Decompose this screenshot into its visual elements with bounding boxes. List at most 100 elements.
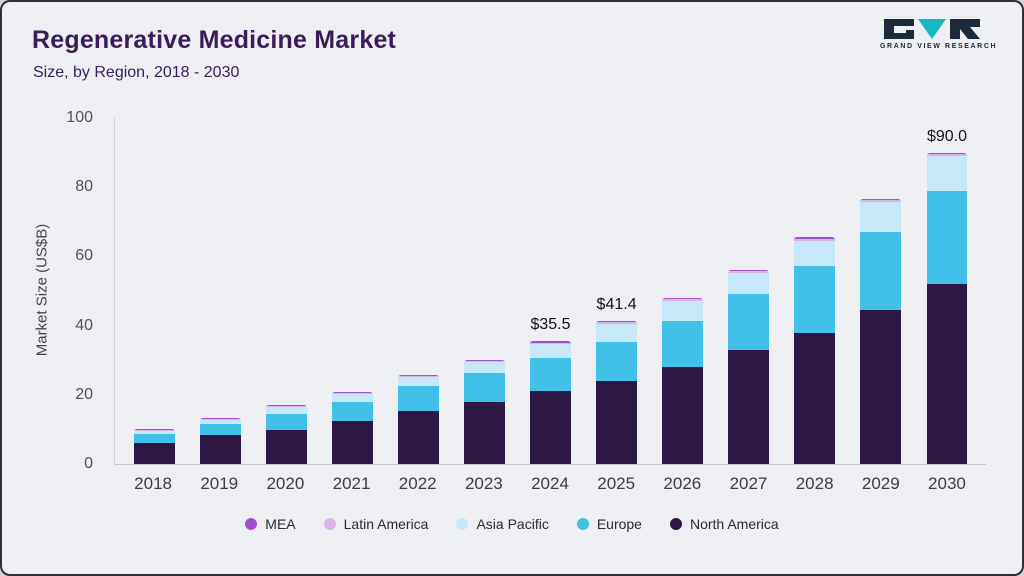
bar-segment-asia-pacific[interactable]: [463, 361, 505, 373]
stacked-bar-2027[interactable]: [728, 269, 770, 464]
bar-column-2018: [121, 118, 187, 464]
bar-segment-europe[interactable]: [794, 266, 836, 333]
bar-segment-latin-america[interactable]: [265, 405, 307, 407]
x-axis-label: 2022: [398, 474, 437, 493]
bar-column-2021: [319, 118, 385, 464]
bar-segment-asia-pacific[interactable]: [860, 202, 902, 232]
bar-segment-mea[interactable]: [530, 341, 571, 343]
bar-segment-europe[interactable]: [860, 231, 902, 311]
bar-segment-asia-pacific[interactable]: [794, 240, 836, 267]
bar-segment-north-america[interactable]: [133, 443, 175, 464]
stacked-bar-2018[interactable]: [133, 429, 175, 464]
bar-segment-latin-america[interactable]: [860, 200, 902, 203]
stacked-bar-2026[interactable]: [662, 297, 704, 464]
bar-column-2025: $41.4: [584, 118, 650, 464]
bar-segment-asia-pacific[interactable]: [199, 420, 241, 425]
bar-segment-mea[interactable]: [794, 237, 836, 239]
bar-segment-latin-america[interactable]: [331, 392, 373, 394]
bar-segment-mea[interactable]: [265, 404, 307, 406]
bar-segment-europe[interactable]: [463, 372, 505, 402]
bar-segment-mea[interactable]: [860, 198, 902, 201]
x-axis-label: 2028: [795, 474, 834, 493]
legend-dot-icon: [245, 518, 258, 530]
bar-segment-asia-pacific[interactable]: [530, 344, 571, 359]
bar-segment-latin-america[interactable]: [397, 376, 439, 378]
bar-segment-latin-america[interactable]: [530, 342, 571, 345]
bar-segment-europe[interactable]: [397, 386, 439, 411]
bar-segment-north-america[interactable]: [331, 420, 373, 464]
stacked-bar-2029[interactable]: [860, 198, 902, 464]
x-axis-label: 2024: [531, 474, 569, 493]
bar-segment-latin-america[interactable]: [926, 154, 968, 157]
stacked-bar-2028[interactable]: [794, 237, 836, 464]
bar-segment-north-america[interactable]: [728, 349, 770, 464]
bar-segment-north-america[interactable]: [860, 310, 902, 464]
legend-label: North America: [689, 516, 779, 532]
bar-segment-asia-pacific[interactable]: [926, 156, 968, 191]
gvr-logo-icon: [880, 18, 984, 40]
legend-item-mea[interactable]: MEA: [245, 516, 296, 532]
bar-segment-latin-america[interactable]: [794, 238, 836, 241]
bar-segment-latin-america[interactable]: [463, 360, 505, 362]
bar-segment-mea[interactable]: [926, 152, 968, 154]
bar-segment-europe[interactable]: [331, 401, 373, 421]
bar-segment-mea[interactable]: [596, 320, 638, 323]
bar-segment-asia-pacific[interactable]: [265, 406, 307, 414]
bar-column-2022: [385, 118, 451, 464]
bar-segment-asia-pacific[interactable]: [728, 273, 770, 295]
bar-segment-latin-america[interactable]: [596, 322, 638, 325]
bar-segment-mea[interactable]: [662, 297, 704, 300]
bar-segment-north-america[interactable]: [662, 367, 704, 464]
bar-segment-north-america[interactable]: [463, 401, 505, 464]
bar-total-label: $41.4: [596, 295, 637, 313]
bar-segment-mea[interactable]: [199, 418, 241, 420]
stacked-bar-2023[interactable]: [463, 359, 505, 464]
bar-segment-asia-pacific[interactable]: [397, 377, 439, 387]
bar-segment-north-america[interactable]: [199, 435, 241, 464]
stacked-bar-2025[interactable]: [596, 320, 638, 464]
bar-segment-europe[interactable]: [133, 434, 175, 444]
bar-segment-asia-pacific[interactable]: [596, 324, 638, 342]
bar-segment-north-america[interactable]: [265, 429, 307, 464]
bar-segment-mea[interactable]: [331, 391, 373, 393]
bar-segment-asia-pacific[interactable]: [133, 431, 175, 435]
yticks: 0 20 40 60 80 100: [55, 109, 105, 472]
bar-segment-mea[interactable]: [133, 429, 175, 431]
bar-segment-europe[interactable]: [265, 413, 307, 430]
bar-segment-mea[interactable]: [463, 359, 505, 361]
bar-segment-europe[interactable]: [596, 341, 638, 381]
bar-total-label: $35.5: [530, 316, 571, 334]
legend-dot-icon: [323, 518, 336, 530]
bar-segment-north-america[interactable]: [926, 284, 968, 464]
stacked-bar-2020[interactable]: [265, 404, 307, 464]
bar-segment-north-america[interactable]: [794, 332, 836, 464]
bar-segment-mea[interactable]: [397, 375, 439, 377]
bar-segment-latin-america[interactable]: [199, 419, 241, 421]
legend-item-latin-america[interactable]: Latin America: [323, 516, 428, 532]
bar-segment-europe[interactable]: [199, 424, 241, 436]
bar-segment-europe[interactable]: [662, 320, 704, 368]
stacked-bar-2019[interactable]: [199, 418, 241, 464]
stacked-bar-2021[interactable]: [331, 391, 373, 464]
x-axis-label: 2021: [332, 474, 371, 493]
bar-segment-latin-america[interactable]: [133, 430, 175, 432]
bar-segment-north-america[interactable]: [397, 410, 439, 464]
legend-dot-icon: [669, 518, 682, 530]
stacked-bar-2024[interactable]: [530, 341, 571, 464]
bar-segment-latin-america[interactable]: [728, 270, 770, 274]
plot-area: 0 20 40 60 80 100 $35.5 $41.4 $90.0: [66, 109, 986, 472]
legend-item-europe[interactable]: Europe: [576, 516, 642, 532]
bar-segment-europe[interactable]: [926, 190, 968, 285]
bar-segment-asia-pacific[interactable]: [662, 301, 704, 321]
legend-item-north-america[interactable]: North America: [669, 516, 779, 532]
bar-segment-asia-pacific[interactable]: [331, 393, 373, 402]
bar-segment-europe[interactable]: [530, 358, 571, 392]
bar-segment-europe[interactable]: [728, 294, 770, 350]
bar-segment-latin-america[interactable]: [662, 299, 704, 302]
bar-segment-north-america[interactable]: [596, 380, 638, 464]
stacked-bar-2030[interactable]: [926, 152, 968, 464]
bar-segment-north-america[interactable]: [530, 391, 571, 464]
stacked-bar-2022[interactable]: [397, 375, 439, 464]
bar-segment-mea[interactable]: [728, 269, 770, 271]
legend-item-asia-pacific[interactable]: Asia Pacific: [456, 516, 549, 532]
